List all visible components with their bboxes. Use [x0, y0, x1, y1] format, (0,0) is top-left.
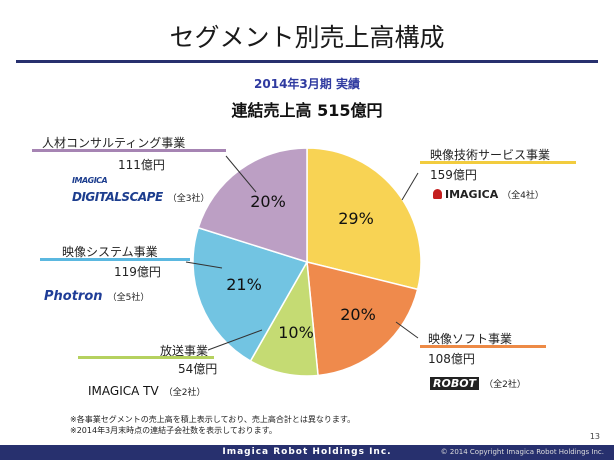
- segment-name: 人材コンサルティング事業: [42, 136, 186, 150]
- segment-value: 111億円: [118, 158, 165, 172]
- segment-name: 映像ソフト事業: [428, 332, 513, 346]
- pie-slice-video-tech: [306, 147, 422, 291]
- footnotes: ※各事業セグメントの売上高を積上表示しており、売上高合計とは異なります。 ※20…: [70, 414, 355, 436]
- pie-percent-label: 10%: [278, 323, 314, 342]
- pie-slice-video-software: [306, 261, 419, 377]
- pie-percent-label: 29%: [338, 209, 374, 228]
- leader-line: [185, 261, 223, 269]
- footnote: ※2014年3月末時点の連結子会社数を表示しております。: [70, 426, 277, 435]
- segment-name: 映像技術サービス事業: [430, 148, 551, 162]
- robot-logo: ROBOT （全2社）: [430, 372, 526, 391]
- segment-value: 54億円: [178, 362, 218, 376]
- pie-percent-label: 20%: [250, 192, 286, 211]
- leader-line: [225, 155, 257, 193]
- chart-title: 連結売上高 515億円: [231, 101, 383, 120]
- footnote: ※各事業セグメントの売上高を積上表示しており、売上高合計とは異なります。: [70, 415, 356, 424]
- leader-line: [401, 172, 419, 201]
- page-number: 13: [589, 432, 600, 441]
- segment-underline: [420, 161, 576, 164]
- copyright: © 2014 Copyright Imagica Robot Holdings …: [440, 448, 604, 456]
- imagica-logo: IMAGICA （全4社）: [433, 188, 544, 201]
- imagica-tv-logo: IMAGICA TV （全2社）: [88, 384, 206, 398]
- footer-company: Imagica Robot Holdings Inc.: [222, 447, 392, 457]
- leader-line: [395, 321, 419, 339]
- pie-slice-hr-consulting: [197, 147, 308, 264]
- segment-underline: [78, 356, 214, 359]
- pie-percent-label: 20%: [340, 305, 376, 324]
- segment-underline: [40, 258, 190, 261]
- segment-value: 159億円: [430, 168, 477, 182]
- title-divider: [16, 60, 598, 63]
- segment-name: 映像システム事業: [62, 245, 158, 259]
- segment-name: 放送事業: [160, 344, 209, 358]
- footer-bar: Imagica Robot Holdings Inc. © 2014 Copyr…: [0, 445, 614, 460]
- slide-title: セグメント別売上高構成: [169, 23, 445, 52]
- pie-slice-video-system: [192, 226, 309, 363]
- segment-underline: [420, 345, 546, 348]
- imagica-mark-icon: [433, 189, 442, 199]
- segment-underline: [32, 149, 226, 152]
- pie-percent-label: 21%: [226, 275, 262, 294]
- segment-value: 108億円: [428, 352, 475, 366]
- chart-subtitle: 2014年3月期 実績: [254, 77, 360, 91]
- digitalscape-logo: IMAGICA DIGITALSCAPE （全3社）: [72, 176, 210, 204]
- leader-line: [207, 329, 263, 351]
- photron-logo: Photron （全5社）: [44, 289, 150, 304]
- segment-value: 119億円: [114, 265, 161, 279]
